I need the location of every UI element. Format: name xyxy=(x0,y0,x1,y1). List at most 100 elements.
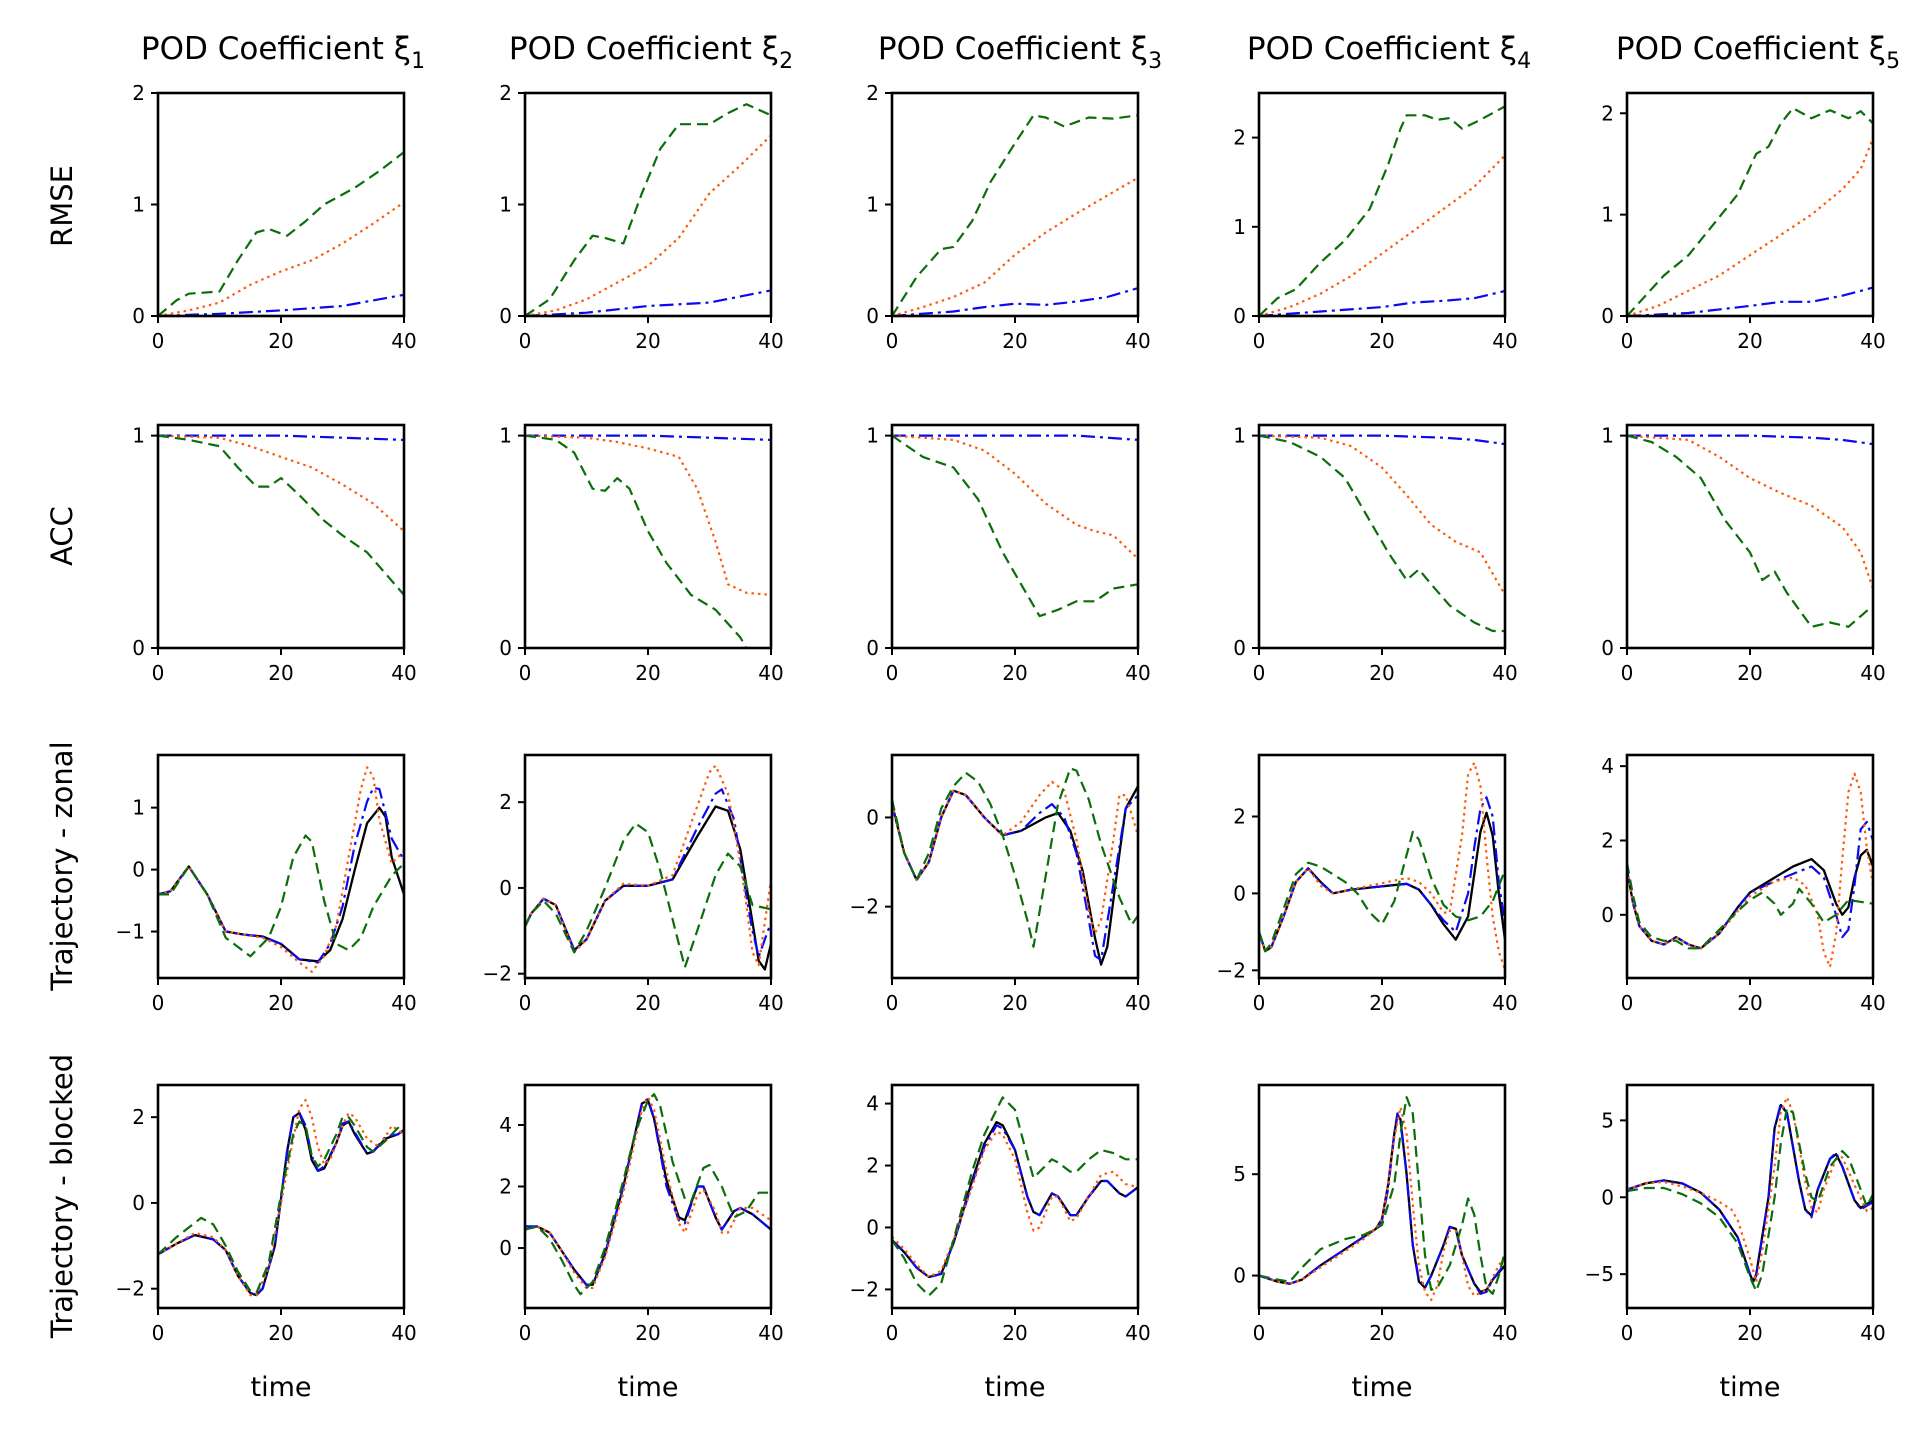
y-tick-label: 2 xyxy=(132,1105,145,1129)
y-tick-label: 0 xyxy=(132,858,145,882)
series-line-orange xyxy=(1259,434,1505,596)
x-tick-label: 40 xyxy=(1860,991,1885,1015)
y-tick-label: 1 xyxy=(1601,203,1614,227)
series-line-green xyxy=(525,434,748,648)
series-group xyxy=(1259,434,1505,633)
series-group xyxy=(1259,1096,1505,1301)
y-tick-label: 2 xyxy=(132,81,145,105)
series-line-blue xyxy=(525,1097,771,1286)
x-tick-label: 40 xyxy=(1860,329,1885,353)
y-tick-label: −1 xyxy=(116,920,145,944)
panel-r2-c5: 0 20 40 0 1 xyxy=(1601,424,1885,685)
x-tick-label: 0 xyxy=(519,1321,532,1345)
panel-r4-c5: 0 20 40 −5 0 5 xyxy=(1585,1083,1886,1345)
x-tick-label: 0 xyxy=(886,1321,899,1345)
series-line-orange xyxy=(525,1096,771,1290)
x-tick-label: 40 xyxy=(1492,661,1517,685)
series-group xyxy=(158,434,404,596)
y-tick-label: 0 xyxy=(1601,636,1614,660)
column-title-3: POD Coefficient ξ3 xyxy=(878,31,1162,74)
series-line-green xyxy=(1627,107,1873,316)
x-tick-label: 20 xyxy=(1369,329,1394,353)
y-tick-label: 1 xyxy=(1601,424,1614,448)
y-tick-label: 1 xyxy=(132,424,145,448)
y-tick-label: 2 xyxy=(499,1175,512,1199)
y-tick-label: 2 xyxy=(866,81,879,105)
series-line-orange xyxy=(525,764,771,967)
series-line-orange xyxy=(1627,772,1873,968)
x-tick-label: 0 xyxy=(152,1321,165,1345)
x-tick-label: 20 xyxy=(1369,1321,1394,1345)
x-tick-label: 20 xyxy=(1737,661,1762,685)
series-line-green xyxy=(892,1096,1138,1297)
series-line-green xyxy=(1627,434,1873,628)
x-tick-label: 0 xyxy=(1253,991,1266,1015)
series-line-blue xyxy=(1627,286,1873,316)
y-tick-label: 1 xyxy=(499,424,512,448)
x-tick-label: 40 xyxy=(1125,329,1150,353)
series-line-blue xyxy=(158,434,404,441)
panel-r1-c4: 0 20 40 0 1 2 xyxy=(1233,91,1518,353)
series-line-orange xyxy=(892,434,1138,560)
x-tick-label: 20 xyxy=(1002,1321,1027,1345)
y-tick-label: 0 xyxy=(866,304,879,328)
series-line-orange xyxy=(1627,1096,1873,1283)
panel-r2-c3: 0 20 40 0 1 xyxy=(866,424,1150,685)
y-tick-label: 2 xyxy=(499,81,512,105)
series-line-orange xyxy=(1627,138,1873,316)
series-line-orange xyxy=(1259,1106,1505,1301)
panel-r3-c1: 0 20 40 −1 0 1 xyxy=(116,753,417,1015)
panel-r1-c1: 0 20 40 0 1 2 xyxy=(132,81,416,353)
x-tick-label: 20 xyxy=(1002,661,1027,685)
series-line-green xyxy=(158,834,404,958)
x-tick-label: 20 xyxy=(635,1321,660,1345)
x-axis-label-col-1: time xyxy=(250,1372,311,1403)
series-group xyxy=(1627,434,1873,628)
x-tick-label: 20 xyxy=(1369,991,1394,1015)
y-tick-label: 0 xyxy=(499,876,512,900)
y-tick-label: 2 xyxy=(1233,805,1246,829)
x-tick-label: 20 xyxy=(1002,329,1027,353)
row-label-trajectory-blocked: Trajectory - blocked xyxy=(45,1054,79,1339)
panel-r1-c3: 0 20 40 0 1 2 xyxy=(866,81,1150,353)
y-tick-label: 5 xyxy=(1601,1108,1614,1132)
x-tick-label: 40 xyxy=(758,661,783,685)
x-tick-label: 40 xyxy=(391,661,416,685)
x-tick-label: 40 xyxy=(1125,661,1150,685)
x-tick-label: 40 xyxy=(391,329,416,353)
series-group xyxy=(892,1096,1138,1297)
x-tick-label: 0 xyxy=(1621,329,1634,353)
series-line-blue xyxy=(1259,1112,1505,1295)
series-line-orange xyxy=(158,766,404,973)
series-line-green xyxy=(158,1116,404,1295)
panel-r1-c2: 0 20 40 0 1 2 xyxy=(499,81,783,353)
panel-r4-c4: 0 20 40 0 5 xyxy=(1233,1083,1518,1345)
y-tick-label: 1 xyxy=(132,193,145,217)
y-tick-label: 5 xyxy=(1233,1162,1246,1186)
series-group xyxy=(1627,772,1873,968)
series-line-green xyxy=(525,1093,771,1296)
column-title-2: POD Coefficient ξ2 xyxy=(509,31,793,74)
y-tick-label: 2 xyxy=(499,790,512,814)
series-line-blue xyxy=(1627,434,1873,446)
y-tick-label: −2 xyxy=(116,1277,145,1301)
series-group xyxy=(1259,105,1505,316)
x-tick-label: 40 xyxy=(1860,1321,1885,1345)
y-tick-label: 0 xyxy=(1233,636,1246,660)
series-line-green xyxy=(525,103,771,316)
y-tick-label: 1 xyxy=(866,424,879,448)
series-line-green xyxy=(1627,1107,1873,1293)
series-group xyxy=(892,767,1138,966)
series-line-green xyxy=(892,114,1138,316)
y-tick-label: 0 xyxy=(866,1215,879,1239)
x-tick-label: 40 xyxy=(1860,661,1885,685)
series-group xyxy=(158,151,404,316)
x-tick-label: 0 xyxy=(886,661,899,685)
y-tick-label: 2 xyxy=(1601,101,1614,125)
y-tick-label: 4 xyxy=(866,1092,879,1116)
series-group xyxy=(525,103,771,316)
row-label-trajectory-zonal: Trajectory - zonal xyxy=(45,741,79,991)
